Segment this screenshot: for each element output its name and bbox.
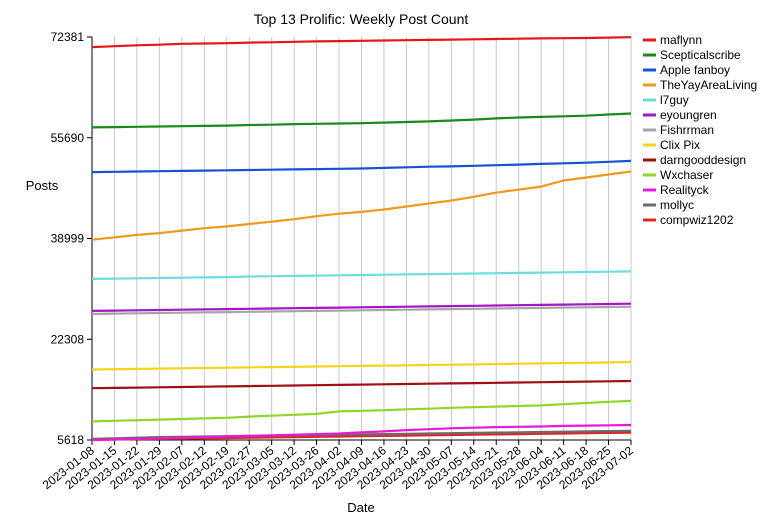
legend-label: eyoungren: [660, 108, 717, 122]
series-line-wxchaser: [91, 399, 632, 423]
grid-lines: [91, 37, 632, 440]
legend-label: compwiz1202: [660, 213, 734, 227]
legend-label: Clix Pix: [660, 138, 700, 152]
series-line-fishrrman: [91, 305, 632, 316]
y-tick-label: 55690: [51, 131, 85, 145]
y-tick-label: 72381: [51, 30, 85, 44]
series-line-maflynn: [91, 36, 632, 49]
legend-label: TheYayAreaLiving: [660, 78, 757, 92]
x-axis-title: Date: [347, 500, 374, 515]
y-axis-title: Posts: [26, 178, 59, 193]
y-tick-label: 38999: [51, 232, 85, 246]
series-line-realityck: [91, 423, 632, 442]
legend-label: mollyc: [660, 198, 694, 212]
legend-label: Scepticalscribe: [660, 48, 741, 62]
legend-label: l7guy: [660, 93, 689, 107]
series-line-apple-fanboy: [91, 159, 632, 174]
legend-label: Fishrrman: [660, 123, 714, 137]
series-line-l7guy: [91, 270, 632, 280]
series-line-theyayarealiving: [91, 170, 632, 241]
series-lines: [91, 36, 632, 442]
series-line-darngooddesign: [91, 379, 632, 390]
chart-title: Top 13 Prolific: Weekly Post Count: [254, 11, 469, 27]
legend-label: Realityck: [660, 183, 710, 197]
y-tick-label: 5618: [57, 433, 84, 447]
series-line-scepticalscribe: [91, 112, 632, 129]
legend-label: maflynn: [660, 33, 702, 47]
y-tick-label: 22308: [51, 332, 85, 346]
legend-label: Apple fanboy: [660, 63, 730, 77]
legend-label: Wxchaser: [660, 168, 713, 182]
axes: 5618223083899955690723812023-01-082023-0…: [40, 30, 636, 492]
legend-label: darngooddesign: [660, 153, 746, 167]
series-line-eyoungren: [91, 302, 632, 312]
series-line-clix-pix: [91, 360, 632, 371]
